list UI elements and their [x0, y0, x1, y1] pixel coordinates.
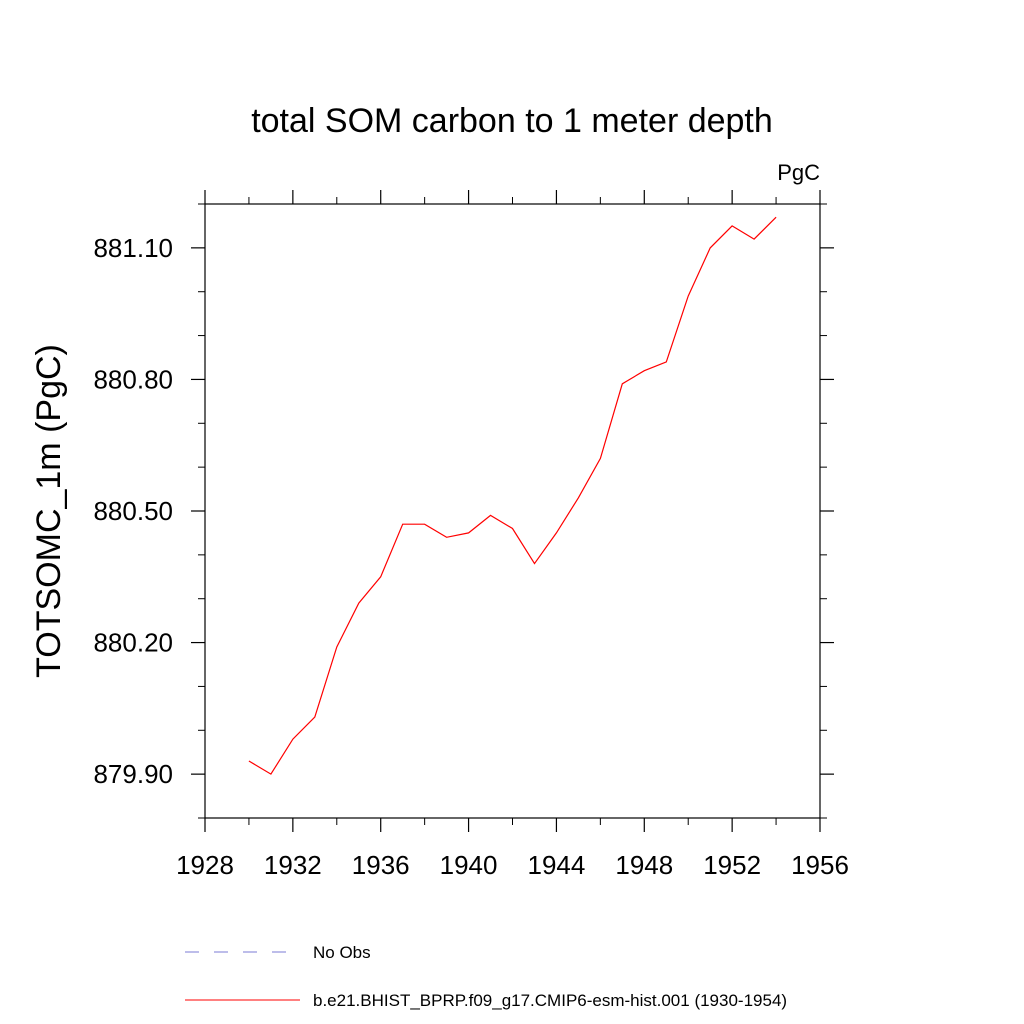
- x-tick-label: 1956: [791, 850, 849, 880]
- chart-title: total SOM carbon to 1 meter depth: [251, 102, 773, 140]
- plot-frame: [204, 203, 821, 819]
- x-tick-label: 1940: [440, 850, 498, 880]
- legend-label: No Obs: [313, 943, 371, 962]
- x-tick-label: 1944: [528, 850, 586, 880]
- y-tick-label: 880.80: [93, 364, 173, 394]
- y-tick-label: 879.90: [93, 759, 173, 789]
- y-tick-label: 881.10: [93, 233, 173, 263]
- x-tick-label: 1948: [615, 850, 673, 880]
- x-tick-label: 1932: [264, 850, 322, 880]
- x-tick-label: 1928: [176, 850, 234, 880]
- series-line: [248, 216, 777, 775]
- series-layer: [248, 216, 777, 775]
- x-tick-label: 1936: [352, 850, 410, 880]
- legend-label: b.e21.BHIST_BPRP.f09_g17.CMIP6-esm-hist.…: [313, 991, 787, 1010]
- y-tick-label: 880.20: [93, 628, 173, 658]
- y-tick-label: 880.50: [93, 496, 173, 526]
- y-axis-label: TOTSOMC_1m (PgC): [30, 344, 68, 678]
- plot-axes: 1928 1932 1936 1940 1944 1948 1952 1956 879.90 88…: [93, 190, 849, 880]
- units-label: PgC: [777, 160, 820, 185]
- x-tick-label: 1952: [703, 850, 761, 880]
- legend: No Obs b.e21.BHIST_BPRP.f09_g17.CMIP6-esm…: [185, 943, 787, 1010]
